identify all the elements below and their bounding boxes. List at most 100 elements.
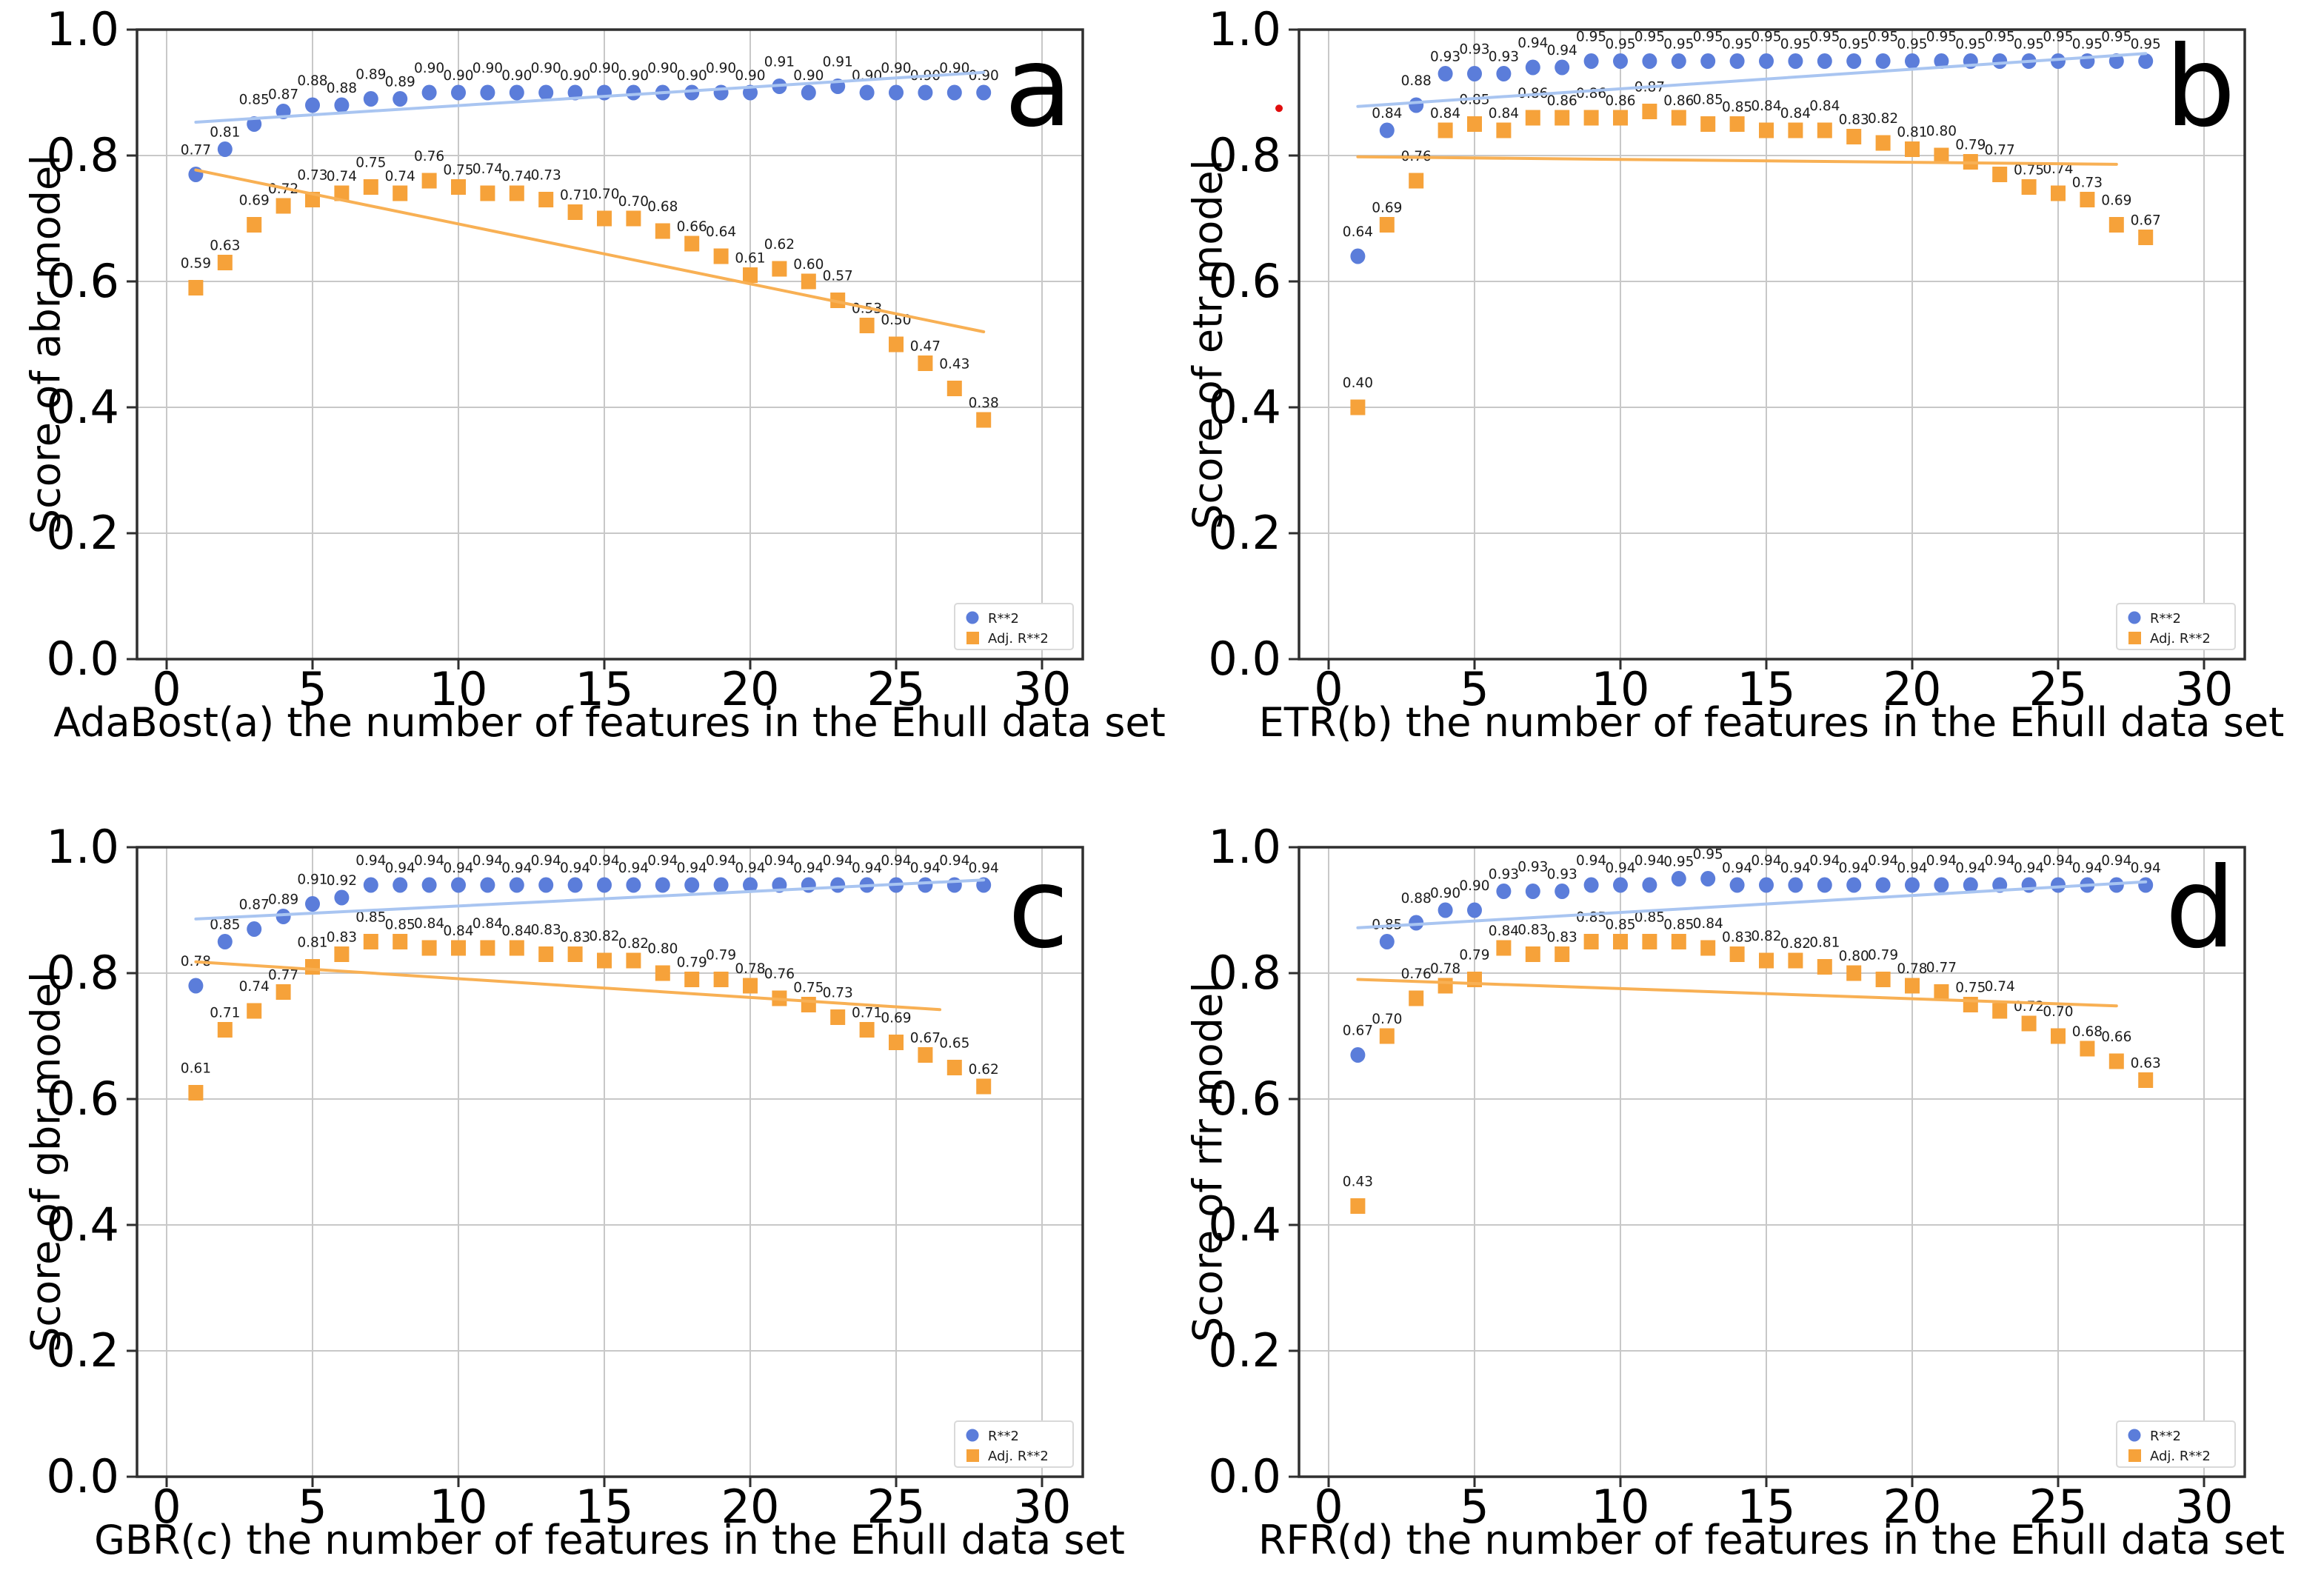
adj-r2-point-label: 0.78 — [1897, 961, 1927, 977]
y-axis-tick-label: 0.2 — [46, 1323, 119, 1377]
adj-r2-point — [1379, 217, 1395, 233]
adj-r2-point — [567, 204, 583, 220]
r2-point-label: 0.94 — [2072, 861, 2103, 876]
adj-r2-point — [1438, 978, 1453, 994]
adj-r2-point-label: 0.76 — [764, 966, 795, 982]
r2-point-label: 0.95 — [1663, 855, 1694, 870]
adj-r2-point — [1613, 934, 1628, 949]
adj-r2-point-label: 0.65 — [939, 1036, 969, 1052]
r2-point-label: 0.88 — [327, 81, 357, 96]
legend-adj-r2-marker — [966, 632, 979, 644]
adj-r2-point-label: 0.71 — [560, 188, 590, 204]
r2-point — [830, 877, 846, 893]
r2-point — [655, 877, 670, 893]
r2-point-label: 0.95 — [1809, 30, 1840, 45]
adj-r2-point-label: 0.84 — [414, 916, 444, 932]
r2-point — [1467, 902, 1482, 918]
adj-r2-point — [713, 248, 729, 264]
adj-r2-point — [305, 959, 320, 975]
adj-r2-point-label: 0.81 — [1809, 935, 1840, 951]
y-axis-tick-label: 0.0 — [1208, 632, 1281, 686]
r2-point-label: 0.92 — [327, 873, 357, 889]
r2-point-label: 0.94 — [1605, 861, 1635, 876]
r2-point-label: 0.94 — [414, 853, 444, 869]
r2-point-label: 0.94 — [1517, 36, 1548, 51]
adj-r2-point — [1875, 972, 1891, 987]
adj-r2-point — [217, 1022, 233, 1038]
adj-r2-point-label: 0.67 — [2131, 213, 2161, 229]
y-axis-tick-label: 0.8 — [1208, 128, 1281, 182]
adj-r2-point-label: 0.73 — [297, 168, 327, 184]
r2-point-label: 0.90 — [531, 61, 561, 76]
adj-r2-point — [1905, 141, 1920, 157]
adj-r2-point — [684, 236, 700, 252]
r2-point-label: 0.95 — [1693, 847, 1723, 863]
panel-letter: b — [2165, 23, 2236, 152]
r2-point-label: 0.94 — [852, 861, 882, 876]
x-axis-tick-label: 25 — [2029, 1480, 2088, 1534]
panel-letter: d — [2165, 844, 2236, 973]
adj-r2-point — [1875, 135, 1891, 151]
r2-point-label: 0.77 — [181, 143, 211, 158]
panel-d-plot: 0 5 10 15 20 25 30 0.0 0.2 0.4 0.6 0.8 1.0 0.67 0.43 0.… — [1208, 820, 2246, 1534]
r2-point-label: 0.87 — [239, 898, 270, 913]
adj-r2-point — [2108, 1053, 2124, 1069]
adj-r2-trend-line — [1356, 155, 2118, 166]
r2-point — [2138, 53, 2154, 69]
r2-point-label: 0.95 — [1985, 30, 2015, 45]
r2-point-label: 0.95 — [1926, 30, 1957, 45]
adj-r2-point — [889, 336, 904, 353]
y-axis-tick-label: 0.6 — [1208, 254, 1281, 308]
x-axis-tick-label: 30 — [2175, 1480, 2234, 1534]
adj-r2-point — [946, 1060, 962, 1075]
y-axis-tick-label: 0.2 — [46, 506, 119, 560]
adj-r2-point — [1788, 952, 1803, 969]
adj-r2-point-label: 0.84 — [1430, 106, 1460, 121]
adj-r2-point — [1525, 110, 1540, 126]
adj-r2-point-label: 0.73 — [823, 986, 853, 1001]
r2-point-label: 0.94 — [939, 853, 969, 869]
r2-point-label: 0.88 — [1401, 891, 1432, 906]
y-axis-tick-label: 1.0 — [46, 2, 119, 56]
adj-r2-point-label: 0.74 — [473, 161, 503, 177]
r2-point-label: 0.94 — [1722, 861, 1752, 876]
r2-point — [393, 877, 408, 893]
r2-point — [567, 84, 583, 101]
r2-point-label: 0.94 — [823, 853, 853, 869]
adj-r2-point — [1496, 940, 1512, 956]
r2-point-label: 0.94 — [589, 853, 619, 869]
adj-r2-point-label: 0.70 — [2043, 1004, 2073, 1020]
r2-point — [451, 84, 466, 101]
legend-adj-r2-label: Adj. R**2 — [988, 1449, 1049, 1464]
r2-point — [1729, 53, 1745, 69]
adj-r2-point — [1817, 959, 1832, 975]
r2-point — [626, 877, 641, 893]
r2-point — [1846, 53, 1862, 69]
r2-point-label: 0.90 — [501, 68, 532, 84]
r2-point-label: 0.90 — [618, 68, 649, 84]
y-axis-tick-label: 0.4 — [46, 380, 119, 434]
r2-point-label: 0.90 — [589, 61, 619, 76]
adj-r2-point-label: 0.83 — [560, 930, 590, 946]
r2-point-label: 0.94 — [501, 861, 532, 876]
legend — [2116, 1420, 2236, 1468]
x-axis-tick-label: 20 — [721, 662, 780, 716]
r2-point-label: 0.95 — [2101, 30, 2131, 45]
adj-r2-point — [509, 185, 524, 201]
adj-r2-point-label: 0.85 — [355, 910, 386, 926]
adj-r2-point-label: 0.81 — [1897, 125, 1927, 141]
r2-point-label: 0.94 — [1547, 43, 1577, 59]
r2-point — [976, 84, 992, 101]
r2-point-label: 0.94 — [385, 861, 415, 876]
adj-r2-point — [2080, 192, 2095, 207]
panel-a-plot: 0 5 10 15 20 25 30 0.0 0.2 0.4 0.6 0.8 1.0 0.77 0.59 0.… — [46, 2, 1084, 716]
legend — [954, 1420, 1074, 1468]
adj-r2-point — [1934, 984, 1949, 1000]
r2-point — [1379, 934, 1395, 949]
adj-r2-point — [451, 940, 466, 956]
adj-r2-point-label: 0.78 — [1430, 961, 1460, 977]
adj-r2-point — [247, 217, 262, 233]
panel-a: 0 5 10 15 20 25 30 0.0 0.2 0.4 0.6 0.8 1.0 0.77 0.59 0.… — [0, 0, 1166, 786]
r2-point — [1700, 871, 1716, 886]
legend-adj-r2-marker — [2128, 1449, 2141, 1462]
